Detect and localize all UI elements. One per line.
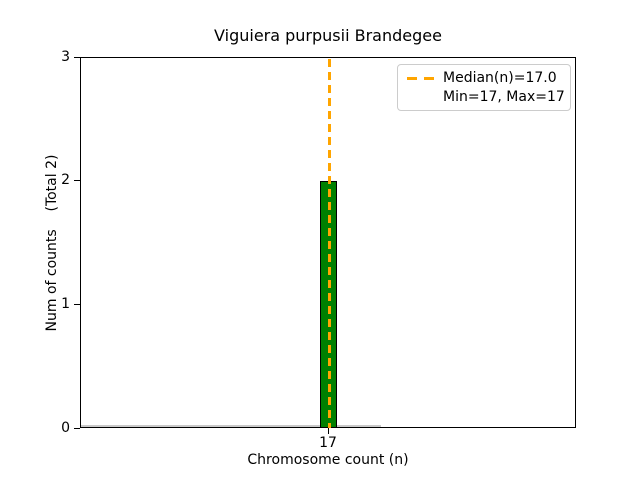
x-tick-label-17: 17 [319,435,337,451]
chart-title: Viguiera purpusii Brandegee [214,26,442,45]
legend-label-minmax: Min=17, Max=17 [443,88,565,105]
y-tick-label-0: 0 [61,420,70,436]
x-axis-label: Chromosome count (n) [247,452,409,468]
plot-area [80,57,576,428]
y-tick-0 [74,428,80,429]
legend-item-minmax: Min=17, Max=17 [407,88,565,107]
y-axis-label: Num of counts (Total 2) [44,154,60,332]
y-tick-label-2: 2 [61,172,70,188]
median-dashed-line-icon [407,76,434,80]
y-tick-1 [74,304,80,305]
legend-item-median: Median(n)=17.0 [407,69,562,88]
median-dashed-line [327,59,331,428]
x-tick-17 [328,428,329,434]
y-tick-label-1: 1 [61,296,70,312]
y-tick-3 [74,57,80,58]
legend-empty-handle [407,95,434,98]
zero-baseline-line [81,425,381,427]
legend-label-median: Median(n)=17.0 [443,70,557,87]
y-tick-2 [74,180,80,181]
y-tick-label-3: 3 [61,49,70,65]
legend: Median(n)=17.0 Min=17, Max=17 [397,64,571,111]
